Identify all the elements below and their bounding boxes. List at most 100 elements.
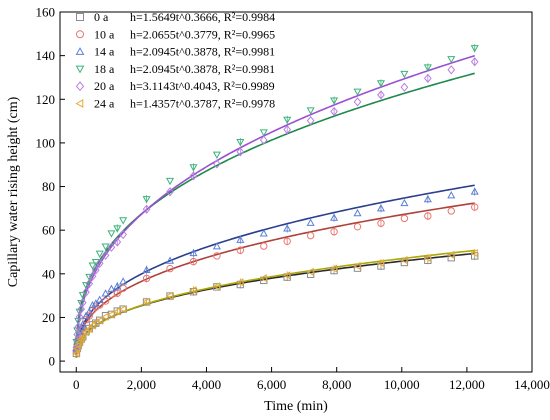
data-point (113, 237, 122, 247)
legend-item: 0 a h=1.5649t^0.3666, R²=0.9984 (76, 10, 275, 24)
series-marks (72, 44, 479, 358)
data-point (213, 159, 221, 169)
data-point (330, 213, 339, 221)
data-point (165, 291, 174, 300)
data-point (73, 341, 82, 350)
legend-label: 14 a (94, 45, 115, 59)
data-point (470, 249, 478, 258)
data-point (166, 264, 174, 273)
data-point (75, 47, 85, 55)
data-point (101, 243, 110, 251)
data-point (118, 305, 127, 314)
data-point (377, 90, 385, 100)
data-point (107, 284, 116, 292)
x-tick-label: 0 (73, 377, 80, 392)
data-point (142, 274, 151, 283)
data-point (376, 80, 386, 88)
data-point (91, 265, 100, 275)
x-tick-label: 14,000 (514, 377, 550, 392)
data-point (400, 70, 409, 79)
data-point (423, 73, 432, 83)
data-point (212, 242, 221, 250)
data-point (212, 282, 220, 291)
data-point (189, 248, 198, 257)
data-point (400, 82, 409, 92)
x-axis: 0 2,000 4,000 6,000 8,000 10,000 12,000 14,000 (73, 367, 550, 392)
data-point (73, 329, 82, 340)
legend-label: 0 a (94, 10, 109, 24)
data-point (283, 237, 291, 246)
y-tick-label: 40 (42, 266, 55, 281)
data-point (447, 250, 455, 259)
legend-equation: h=2.0945t^0.3878, R²=0.9981 (130, 62, 275, 76)
data-point (75, 99, 84, 108)
data-point (189, 171, 198, 181)
data-point (470, 45, 479, 53)
x-tick-label: 8,000 (322, 377, 351, 392)
data-point (88, 262, 97, 270)
data-point (470, 187, 479, 195)
data-point (424, 212, 432, 220)
series-0-a (72, 251, 479, 358)
data-point (400, 214, 409, 223)
x-tick-label: 10,000 (384, 377, 420, 392)
data-point (400, 258, 409, 267)
data-point (189, 286, 197, 295)
fit-curve (75, 202, 475, 357)
data-point (259, 229, 268, 237)
series-20-a (72, 57, 479, 352)
y-axis-title: Capillary water rising height (cm) (6, 96, 21, 287)
data-point (259, 135, 268, 145)
data-point (353, 88, 362, 96)
data-point (76, 30, 84, 39)
data-point (76, 13, 84, 21)
data-point (447, 191, 456, 199)
legend-label: 10 a (94, 27, 115, 41)
data-point (72, 349, 80, 358)
data-point (377, 219, 385, 227)
legend-equation: h=3.1143t^0.4043, R²=0.9989 (130, 79, 275, 93)
data-point (88, 271, 97, 281)
y-axis: 0 20 40 60 80 100 120 140 160 (36, 5, 65, 369)
y-tick-label: 140 (36, 48, 56, 63)
data-point (283, 224, 292, 232)
plot-frame (59, 11, 533, 373)
data-point (82, 287, 90, 297)
data-point (189, 164, 198, 172)
data-point (73, 344, 81, 353)
fit-curve (75, 184, 475, 357)
series-10-a (72, 203, 479, 355)
y-tick-label: 100 (36, 135, 56, 150)
data-point (96, 301, 104, 309)
data-point (72, 339, 81, 347)
x-tick-label: 2,000 (127, 377, 156, 392)
legend-equation: h=1.4357t^0.3787, R²=0.9978 (130, 97, 275, 111)
y-tick-label: 60 (42, 223, 55, 238)
legend-equation: h=2.0945t^0.3878, R²=0.9981 (130, 45, 275, 59)
data-point (423, 254, 431, 263)
data-point (306, 270, 315, 278)
y-tick-label: 80 (42, 179, 55, 194)
data-point (236, 147, 245, 157)
data-point (330, 97, 339, 105)
data-point (142, 196, 151, 204)
data-point (447, 253, 455, 262)
data-point (78, 297, 87, 308)
data-point (85, 279, 94, 289)
y-tick-label: 0 (49, 354, 56, 369)
data-point (283, 116, 292, 125)
data-point (92, 303, 100, 311)
data-point (75, 338, 83, 347)
legend-item: 20 a h=3.1143t^0.4043, R²=0.9989 (75, 79, 275, 93)
data-point (88, 321, 96, 330)
data-point (423, 64, 432, 72)
data-point (282, 271, 291, 280)
x-axis-title: Time (min) (264, 399, 328, 414)
data-point (212, 151, 221, 159)
legend-label: 24 a (94, 97, 115, 111)
data-point (165, 256, 175, 264)
data-point (236, 278, 244, 287)
x-tick-label: 6,000 (257, 377, 286, 392)
data-point (75, 81, 85, 92)
data-point (353, 97, 362, 107)
